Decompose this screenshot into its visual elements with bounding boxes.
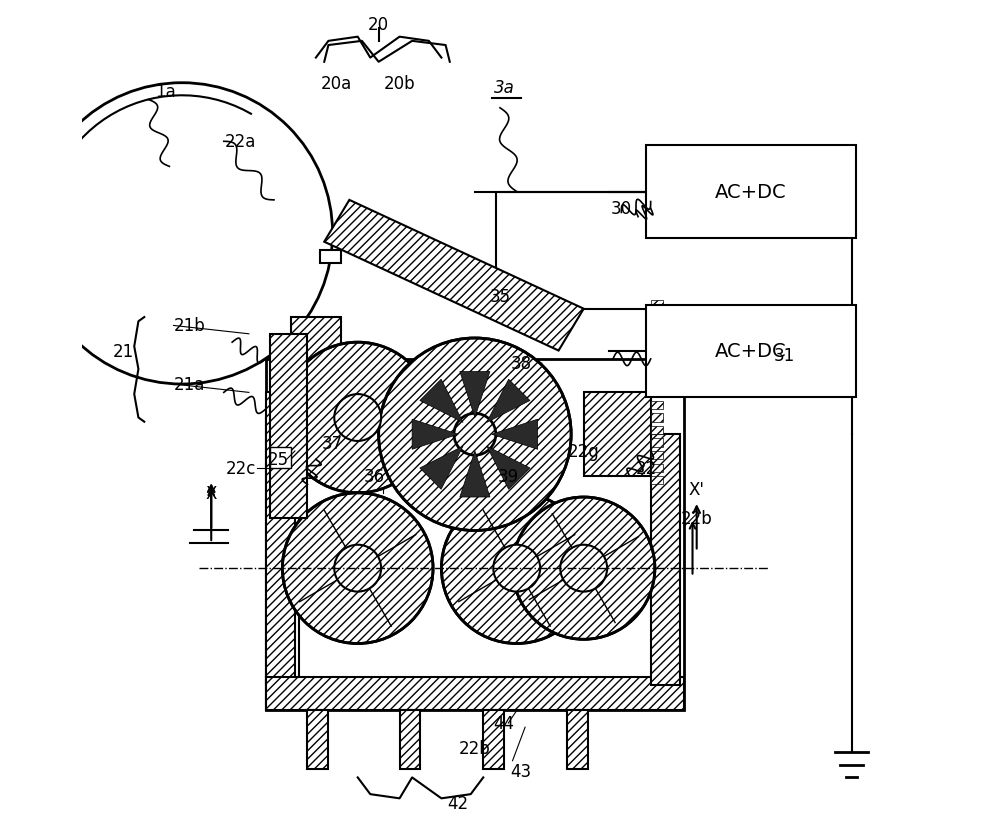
Text: 20: 20 bbox=[368, 16, 389, 34]
Bar bbox=[266, 393, 295, 686]
Polygon shape bbox=[324, 201, 584, 351]
Polygon shape bbox=[487, 446, 530, 490]
Text: AC+DC: AC+DC bbox=[715, 183, 787, 201]
Bar bbox=[651, 477, 663, 485]
Bar bbox=[651, 376, 663, 385]
Bar bbox=[651, 426, 663, 435]
Bar bbox=[320, 251, 341, 263]
Text: 31: 31 bbox=[774, 346, 795, 364]
Bar bbox=[567, 711, 588, 769]
Text: 37: 37 bbox=[322, 434, 343, 452]
Text: 42: 42 bbox=[448, 793, 469, 812]
Bar bbox=[651, 414, 663, 422]
Bar bbox=[651, 439, 663, 447]
Bar bbox=[651, 464, 663, 472]
Circle shape bbox=[493, 545, 540, 592]
Text: 20a: 20a bbox=[321, 74, 352, 93]
Bar bbox=[400, 711, 420, 769]
Bar bbox=[483, 711, 504, 769]
Text: 3a: 3a bbox=[494, 79, 515, 97]
Text: 22c: 22c bbox=[225, 459, 256, 477]
Bar bbox=[266, 677, 684, 711]
Bar bbox=[651, 339, 663, 347]
Bar bbox=[291, 318, 341, 385]
Text: 22b: 22b bbox=[681, 509, 713, 528]
Text: 22g: 22g bbox=[568, 442, 600, 461]
Bar bbox=[651, 301, 663, 309]
Text: 30: 30 bbox=[611, 200, 632, 218]
Bar bbox=[307, 711, 328, 769]
Polygon shape bbox=[460, 451, 490, 497]
Circle shape bbox=[379, 339, 571, 531]
Bar bbox=[270, 447, 291, 468]
Polygon shape bbox=[412, 420, 458, 450]
Bar bbox=[651, 389, 663, 397]
Bar bbox=[584, 393, 651, 477]
Circle shape bbox=[513, 497, 655, 640]
Bar bbox=[651, 351, 663, 359]
Text: 43: 43 bbox=[510, 762, 531, 780]
Circle shape bbox=[282, 343, 433, 493]
Polygon shape bbox=[492, 420, 538, 450]
FancyBboxPatch shape bbox=[266, 418, 299, 711]
Text: 21a: 21a bbox=[174, 375, 205, 394]
Bar bbox=[651, 435, 680, 686]
FancyBboxPatch shape bbox=[646, 305, 856, 397]
Polygon shape bbox=[460, 372, 490, 418]
Text: 21b: 21b bbox=[174, 317, 205, 335]
Text: 22: 22 bbox=[636, 459, 657, 477]
Circle shape bbox=[31, 84, 333, 385]
Text: 22b: 22b bbox=[459, 739, 491, 757]
Circle shape bbox=[454, 414, 496, 456]
Circle shape bbox=[334, 395, 381, 441]
Text: 1a: 1a bbox=[155, 83, 176, 101]
Polygon shape bbox=[420, 380, 463, 423]
Circle shape bbox=[282, 493, 433, 644]
Text: X': X' bbox=[689, 480, 705, 498]
Text: 22a: 22a bbox=[225, 133, 256, 151]
Bar bbox=[266, 359, 684, 711]
Polygon shape bbox=[420, 446, 463, 490]
Circle shape bbox=[441, 493, 592, 644]
Bar bbox=[651, 451, 663, 460]
Text: 20b: 20b bbox=[384, 74, 415, 93]
Text: 35: 35 bbox=[489, 288, 511, 306]
Bar bbox=[651, 401, 663, 410]
Text: 39: 39 bbox=[498, 467, 519, 486]
Text: 36: 36 bbox=[364, 467, 385, 486]
Text: 21: 21 bbox=[113, 342, 134, 360]
Bar bbox=[651, 364, 663, 372]
Polygon shape bbox=[487, 380, 530, 423]
FancyBboxPatch shape bbox=[646, 146, 856, 238]
Bar bbox=[651, 326, 663, 334]
Text: 25: 25 bbox=[268, 451, 289, 469]
Circle shape bbox=[334, 545, 381, 592]
Text: AC+DC: AC+DC bbox=[715, 342, 787, 360]
Bar bbox=[651, 314, 663, 322]
Text: 38: 38 bbox=[510, 354, 531, 373]
Text: 44: 44 bbox=[494, 714, 515, 732]
Bar bbox=[270, 334, 307, 518]
Text: X: X bbox=[206, 484, 217, 502]
Circle shape bbox=[560, 545, 607, 592]
